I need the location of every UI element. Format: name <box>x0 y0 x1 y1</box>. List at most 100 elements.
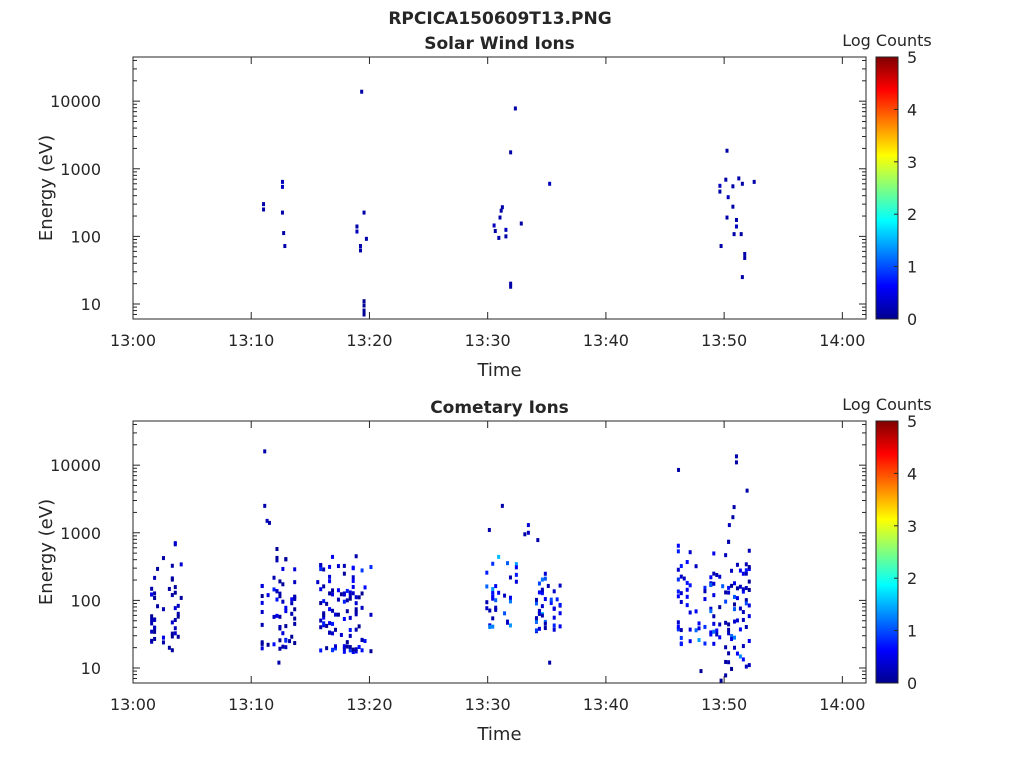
data-cell <box>364 236 368 241</box>
data-cell <box>509 281 513 286</box>
colorbar-tick-label: 5 <box>907 412 917 431</box>
data-cell <box>360 605 364 610</box>
data-cell <box>284 605 288 610</box>
data-cell <box>744 601 748 606</box>
data-cells <box>150 449 751 683</box>
panel-title: Solar Wind Ions <box>424 34 575 54</box>
data-cell <box>173 617 177 622</box>
data-cell <box>280 184 284 189</box>
data-cell <box>744 571 748 576</box>
data-cell <box>328 607 332 612</box>
data-cell <box>721 584 725 589</box>
data-cell <box>732 645 736 650</box>
plot-area <box>132 56 867 320</box>
data-cell <box>150 621 154 626</box>
data-cell <box>173 626 177 631</box>
data-cell <box>284 557 288 562</box>
data-cell <box>167 645 171 650</box>
data-cell <box>161 640 165 645</box>
data-cell <box>558 611 562 616</box>
data-cell <box>745 488 749 493</box>
x-tick-label: 13:50 <box>701 695 747 714</box>
x-tick-label: 13:10 <box>228 695 274 714</box>
data-cell <box>351 578 355 583</box>
data-cell <box>360 637 364 642</box>
data-cell <box>485 584 489 589</box>
data-cell <box>342 571 346 576</box>
data-cell <box>266 642 270 647</box>
data-cell <box>703 597 707 602</box>
data-cell <box>173 606 177 611</box>
data-cell <box>328 621 332 626</box>
data-cell <box>730 583 734 588</box>
colorbar-tick-label: 0 <box>907 674 917 693</box>
data-cell <box>290 601 294 606</box>
data-cell <box>725 215 729 220</box>
data-cell <box>173 631 177 636</box>
data-cell <box>676 620 680 625</box>
data-cell <box>362 308 366 313</box>
data-cell <box>487 527 491 532</box>
data-cell <box>281 566 285 571</box>
data-cell <box>540 613 544 618</box>
data-cell <box>740 181 744 186</box>
data-cell <box>731 184 735 189</box>
data-cell <box>724 177 728 182</box>
data-cell <box>348 590 352 595</box>
data-cell <box>724 659 728 664</box>
data-cell <box>345 644 349 649</box>
data-cell <box>712 551 716 556</box>
colorbar-tick-label: 1 <box>907 622 917 641</box>
data-cell <box>497 235 501 240</box>
data-cell <box>348 633 352 638</box>
data-cell <box>362 299 366 304</box>
data-cell <box>360 648 364 653</box>
data-cell <box>747 638 751 643</box>
data-cell <box>727 590 731 595</box>
data-cell <box>727 539 731 544</box>
data-cell <box>491 561 495 566</box>
data-cell <box>694 564 698 569</box>
data-cell <box>724 599 728 604</box>
data-cell <box>293 641 297 646</box>
data-cell <box>342 644 346 649</box>
data-cell <box>506 561 510 566</box>
data-cell <box>514 565 518 570</box>
data-cell <box>500 503 504 508</box>
data-cell <box>360 568 364 573</box>
data-cell <box>322 584 326 589</box>
data-cell <box>743 251 747 256</box>
data-cell <box>494 584 498 589</box>
data-cell <box>284 609 288 614</box>
data-cell <box>741 657 745 662</box>
data-cell <box>293 580 297 585</box>
y-tick-label: 10000 <box>50 92 101 111</box>
data-cell <box>288 639 292 644</box>
data-cell <box>328 574 332 579</box>
data-cell <box>731 515 735 520</box>
data-cell <box>699 669 703 674</box>
data-cell <box>679 642 683 647</box>
data-cell <box>284 624 288 629</box>
data-cell <box>741 610 745 615</box>
colorbar-tick-label: 4 <box>907 464 917 483</box>
data-cell <box>718 189 722 194</box>
data-cell <box>281 631 285 636</box>
data-cell <box>348 645 352 650</box>
data-cell <box>260 640 264 645</box>
data-cell <box>744 624 748 629</box>
data-cell <box>727 622 731 627</box>
data-cell <box>697 621 701 626</box>
data-cell <box>712 614 716 619</box>
data-cell <box>703 624 707 629</box>
data-cell <box>360 591 364 596</box>
data-cell <box>354 647 358 652</box>
data-cell <box>744 586 748 591</box>
data-cell <box>173 585 177 590</box>
x-tick-label: 13:50 <box>701 331 747 350</box>
data-cell <box>328 564 332 569</box>
data-cell <box>355 224 359 229</box>
data-cell <box>543 597 547 602</box>
data-cell <box>275 555 279 560</box>
